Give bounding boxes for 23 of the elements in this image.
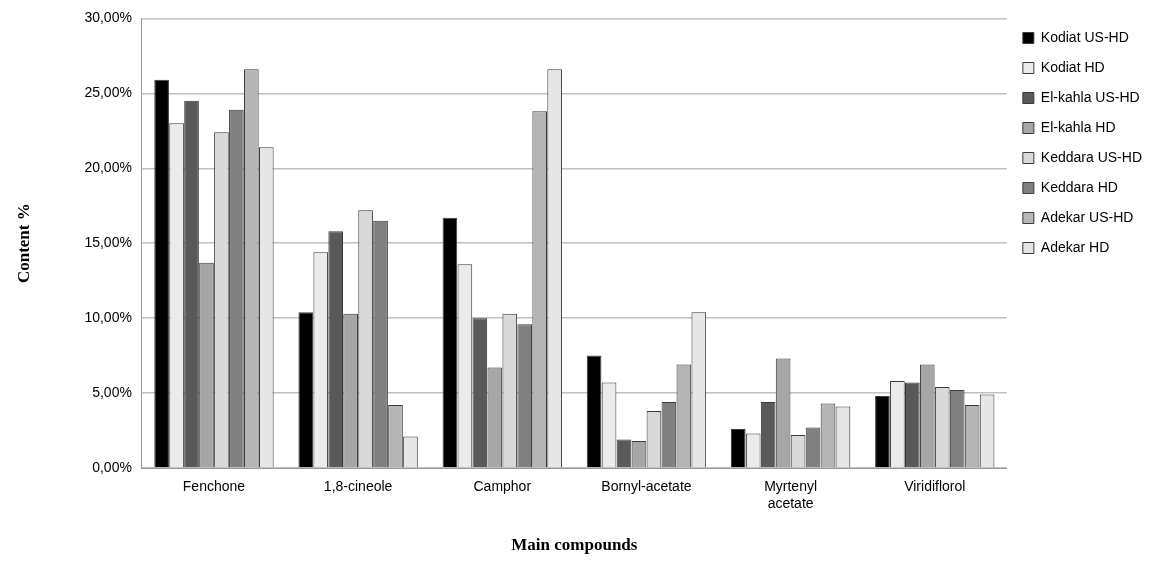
y-tick-label: 20,00% xyxy=(84,159,132,176)
x-tick-label: Bornyl-acetate xyxy=(601,478,692,495)
y-tick-label: 10,00% xyxy=(84,308,132,325)
y-tick-label: 15,00% xyxy=(84,234,132,251)
x-tick-label: Camphor xyxy=(473,478,532,495)
x-tick-label: Myrtenyl acetate xyxy=(764,478,818,512)
x-axis-title: Main compounds xyxy=(511,535,638,555)
legend-label: Kodiat US-HD xyxy=(1040,28,1129,45)
y-tick-label: 0,00% xyxy=(92,458,132,475)
x-tick-label: Fenchone xyxy=(182,478,246,495)
y-tick-label: 30,00% xyxy=(84,9,132,26)
legend-label: Adekar US-HD xyxy=(1040,208,1134,225)
legend-label: Keddara HD xyxy=(1040,178,1118,195)
legend-label: El-kahla US-HD xyxy=(1040,88,1140,105)
legend-label: Adekar HD xyxy=(1040,238,1110,255)
y-tick-label: 5,00% xyxy=(92,383,132,400)
x-tick-label: Viridiflorol xyxy=(904,478,966,495)
legend-label: El-kahla HD xyxy=(1040,118,1116,135)
legend-label: Kodiat HD xyxy=(1040,58,1105,75)
y-axis-title: Content % xyxy=(13,203,33,284)
x-tick-label: 1,8-cineole xyxy=(323,478,393,495)
legend-label: Keddara US-HD xyxy=(1040,148,1142,165)
y-tick-label: 25,00% xyxy=(84,84,132,101)
